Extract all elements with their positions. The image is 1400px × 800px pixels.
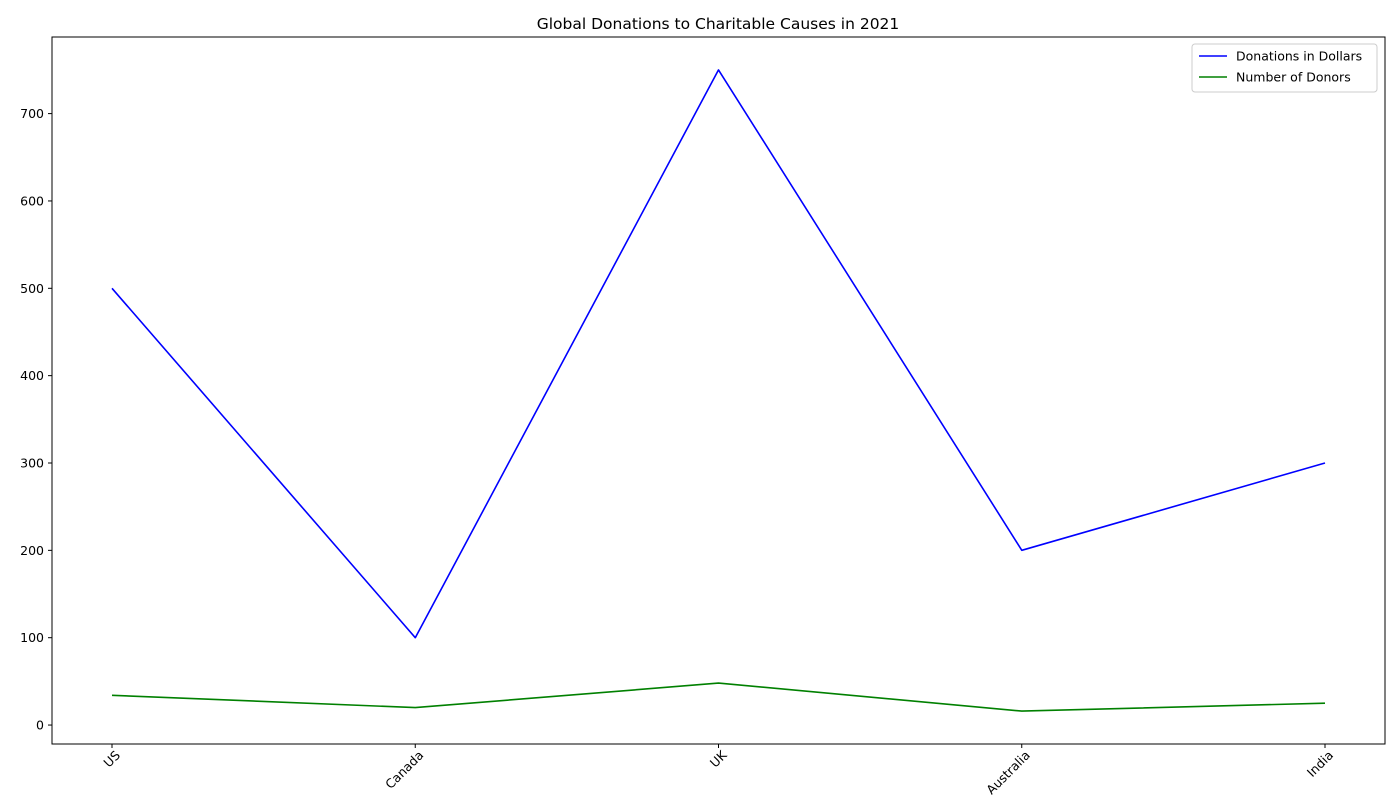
legend: Donations in Dollars Number of Donors (1191, 43, 1378, 93)
x-tick-label: Canada (382, 748, 426, 792)
x-tick-label: India (1304, 748, 1336, 780)
y-tick-label: 100 (20, 630, 44, 645)
plot-frame (51, 36, 1386, 745)
y-tick-label: 400 (20, 368, 44, 383)
series-line-donors (111, 682, 1326, 712)
chart-title: Global Donations to Charitable Causes in… (537, 15, 900, 33)
plot-area (52, 37, 1385, 744)
y-tick-label: 0 (36, 718, 44, 733)
y-tick-label: 200 (20, 543, 44, 558)
y-tick-label: 500 (20, 281, 44, 296)
y-tick-label: 600 (20, 193, 44, 208)
legend-label: Donations in Dollars (1236, 49, 1362, 64)
y-tick-label: 700 (20, 106, 44, 121)
x-tick-label: Australia (983, 748, 1033, 798)
legend-label: Number of Donors (1236, 70, 1351, 85)
legend-box (1191, 43, 1378, 93)
series-layer (111, 69, 1326, 712)
y-tick-label: 300 (20, 455, 44, 470)
series-line-donations (111, 69, 1326, 639)
x-tick-label: US (100, 747, 123, 770)
x-tick-label: UK (707, 747, 730, 770)
